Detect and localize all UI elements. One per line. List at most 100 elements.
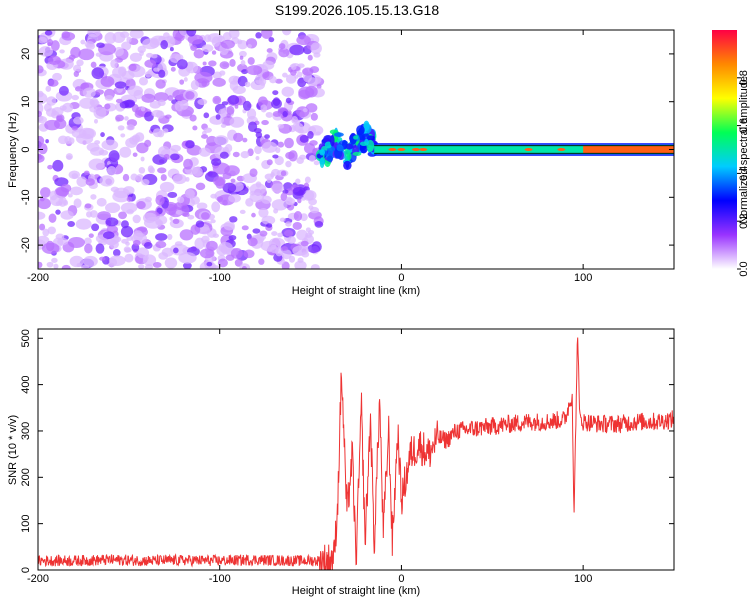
noise-blob: [79, 97, 95, 109]
signal-spot: [524, 148, 533, 151]
noise-blob: [221, 101, 229, 106]
spectrogram-x-tick-label: -100: [209, 272, 231, 284]
transition-blob: [343, 160, 352, 170]
colorbar-label: Normalized spectral amplitude: [738, 76, 750, 224]
noise-blob: [170, 153, 180, 161]
noise-blob: [269, 75, 277, 84]
transition-blob: [336, 144, 344, 152]
signal-spot: [557, 148, 566, 151]
noise-blob: [90, 99, 100, 106]
noise-blob: [229, 116, 245, 128]
noise-blob: [131, 134, 141, 143]
noise-blob: [190, 44, 197, 52]
noise-blob: [247, 44, 252, 49]
noise-blob: [222, 32, 232, 42]
snr-x-tick-label: 0: [398, 573, 404, 585]
noise-blob: [185, 61, 199, 74]
noise-blob: [132, 152, 138, 157]
noise-blob: [38, 46, 54, 57]
noise-blob: [195, 182, 206, 191]
noise-blob: [137, 45, 146, 54]
noise-blob: [266, 223, 273, 228]
snr-y-tick-label: 0: [20, 567, 32, 573]
colorbar-tick-label: 0.8: [738, 70, 750, 85]
noise-blob: [90, 194, 97, 200]
spectrogram-x-tick-label: -200: [27, 272, 49, 284]
noise-blob: [201, 44, 214, 53]
noise-blob: [314, 221, 324, 228]
noise-blob: [39, 223, 46, 231]
noise-blob: [132, 214, 141, 224]
noise-blob: [61, 32, 76, 41]
noise-blob: [232, 151, 240, 158]
noise-blob: [38, 154, 43, 160]
noise-blob: [305, 85, 318, 98]
noise-blob: [152, 128, 163, 138]
transition-blob: [334, 132, 344, 137]
noise-blob: [78, 48, 95, 61]
noise-blob: [84, 203, 92, 209]
noise-blob: [277, 232, 283, 238]
noise-blob: [49, 194, 64, 207]
noise-blob: [62, 102, 74, 113]
noise-blob: [189, 114, 197, 122]
noise-blob: [108, 150, 120, 162]
noise-blob: [86, 211, 93, 218]
noise-blob: [53, 263, 59, 269]
noise-blob: [129, 52, 142, 63]
noise-blob: [234, 258, 243, 267]
noise-blob: [45, 85, 52, 92]
noise-blob: [284, 229, 294, 237]
noise-blob: [115, 98, 123, 104]
noise-blob: [210, 219, 216, 224]
noise-blob: [284, 137, 294, 149]
noise-blob: [208, 60, 217, 67]
signal-peak-band: [583, 145, 674, 154]
noise-blob: [179, 79, 185, 85]
noise-blob: [140, 156, 145, 162]
noise-blob: [285, 160, 292, 168]
noise-blob: [307, 54, 313, 61]
transition-blob: [326, 155, 334, 162]
noise-blob: [67, 236, 85, 248]
signal-spot: [419, 148, 428, 151]
noise-blob: [281, 246, 288, 252]
noise-blob: [297, 197, 302, 204]
noise-blob: [99, 256, 106, 261]
noise-blob: [251, 212, 256, 218]
signal-spot: [397, 148, 406, 151]
noise-blob: [46, 96, 57, 106]
noise-blob: [78, 127, 95, 140]
noise-blob: [241, 225, 249, 231]
noise-blob: [183, 158, 193, 170]
noise-blob: [230, 248, 243, 259]
noise-blob: [308, 154, 316, 162]
noise-blob: [281, 249, 292, 260]
noise-blob: [305, 227, 311, 233]
noise-blob: [278, 47, 290, 58]
noise-blob: [297, 257, 304, 263]
noise-blob: [296, 229, 308, 241]
noise-blob: [59, 49, 65, 54]
snr-series-line: [38, 337, 674, 570]
spectrogram-y-tick-label: 10: [20, 96, 32, 108]
noise-blob: [212, 77, 226, 87]
noise-blob: [138, 77, 149, 86]
noise-blob: [240, 60, 246, 66]
noise-blob: [186, 30, 197, 37]
noise-blob: [45, 240, 55, 252]
noise-blob: [196, 202, 208, 210]
noise-blob: [178, 252, 197, 264]
noise-blob: [38, 261, 43, 268]
colorbar-tick-label: 0.6: [738, 118, 750, 133]
noise-blob: [192, 166, 203, 177]
noise-blob: [211, 50, 217, 55]
noise-blob: [80, 82, 90, 90]
noise-blob: [218, 241, 233, 253]
noise-blob: [218, 108, 227, 118]
noise-blob: [274, 78, 283, 84]
noise-blob: [206, 265, 213, 269]
noise-blob: [97, 211, 111, 221]
noise-blob: [296, 157, 304, 165]
